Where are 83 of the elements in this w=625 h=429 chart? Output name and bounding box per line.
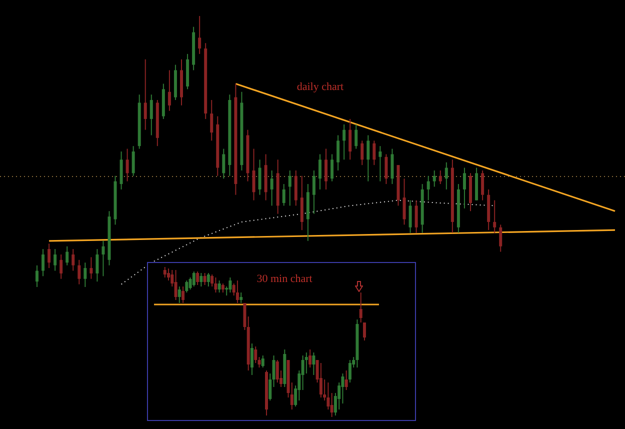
candlestick [378,146,382,182]
candlestick [198,16,202,54]
candlestick [150,94,153,136]
candlestick [144,58,147,130]
candlestick [336,134,340,171]
candlestick [408,200,412,234]
candlestick [384,154,388,185]
candlestick [84,262,87,288]
candlestick [78,259,81,285]
candlestick [261,355,264,368]
candlestick [402,178,406,226]
candlestick [481,170,484,201]
candlestick [342,124,346,160]
candlestick [200,272,203,287]
candlestick [203,272,206,286]
candlestick [318,154,322,190]
candlestick [426,175,430,201]
candlestick [236,280,239,304]
candlestick [366,134,370,182]
candlestick [66,246,69,266]
candlestick [268,373,272,401]
candlestick [308,349,312,368]
candlestick [372,140,376,166]
candlestick [359,292,362,323]
candlestick [348,360,352,383]
candlestick [282,184,286,206]
candlestick [324,148,328,190]
candlestick [330,392,334,418]
candlestick [90,256,93,280]
candlestick [270,170,274,206]
candlestick [54,248,57,272]
candlestick [258,159,262,196]
candlestick [276,360,279,383]
candlestick [414,200,418,234]
candlestick [301,355,304,390]
candlestick [222,148,226,180]
candlestick [182,286,185,304]
candlestick [360,140,364,166]
candlestick [48,243,51,269]
candlestick [214,277,218,293]
candlestick [344,370,348,390]
candlestick [240,292,243,304]
candlestick [354,124,358,150]
candlestick [444,162,448,190]
candlestick [438,170,442,185]
candlestick [218,280,221,293]
candlestick [326,382,330,410]
candlestick [330,154,334,182]
candlestick [319,362,322,398]
annotation: 30 min chart [256,272,312,285]
candlestick [348,118,352,160]
candlestick [254,346,258,364]
candlestick [196,271,200,286]
candlestick [178,286,181,304]
candlestick [192,271,196,287]
candlestick [42,248,45,277]
candlestick [168,70,171,112]
candlestick [362,322,366,341]
candlestick [102,240,105,277]
candlestick [252,148,256,201]
candlestick [499,224,502,252]
candlestick [312,352,316,376]
candlestick [243,302,246,330]
candlestick [60,254,63,280]
candlestick [72,248,75,272]
candlestick [288,170,292,206]
candlestick [272,355,276,388]
candlestick [185,280,188,293]
candlestick [493,200,496,234]
candlestick [206,272,210,287]
candlestick [96,248,99,282]
candlestick [250,343,254,376]
candlestick [174,270,178,300]
candlestick [210,100,214,142]
annotation: daily chart [296,80,344,93]
candlestick [432,170,436,188]
candlestick [126,148,129,182]
candlestick [312,170,316,214]
candlestick [228,277,232,293]
candlestick [163,266,166,278]
candlestick [462,167,466,209]
candlestick [36,264,38,288]
candlestick [132,146,135,176]
